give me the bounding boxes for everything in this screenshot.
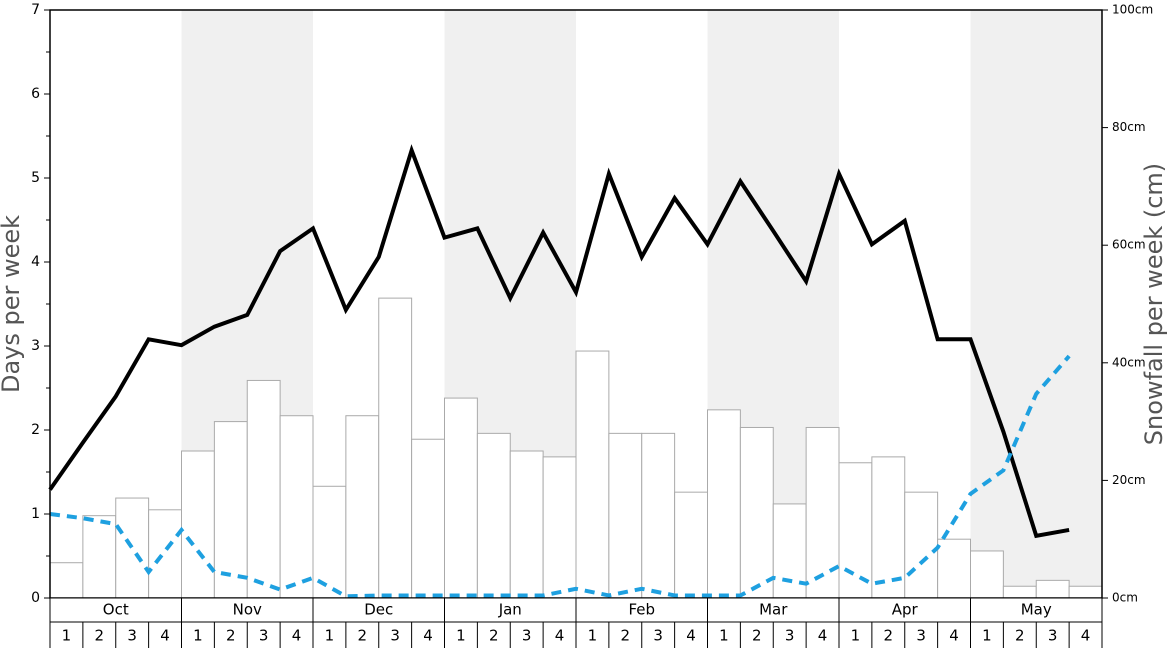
bar xyxy=(970,550,1004,599)
bar xyxy=(82,515,117,599)
y-tick-label: 2 xyxy=(31,422,40,438)
bar xyxy=(181,450,215,599)
bar xyxy=(476,432,511,599)
y-tick-label: 6 xyxy=(31,86,40,102)
bar xyxy=(1035,579,1070,599)
x-tick-label: 2 xyxy=(489,627,499,645)
bar xyxy=(1068,585,1103,599)
bar xyxy=(937,538,971,599)
y2-tick-label: 80cm xyxy=(1112,120,1146,134)
bar xyxy=(608,432,643,599)
bar xyxy=(509,450,544,599)
bar xyxy=(148,509,182,599)
x-tick-label: 3 xyxy=(785,627,795,645)
y-axis-label: Days per week xyxy=(0,215,25,393)
x-tick-label: 3 xyxy=(390,627,400,645)
y2-tick-label: 60cm xyxy=(1112,238,1146,252)
y2-tick-label: 20cm xyxy=(1112,473,1146,487)
x-tick-label: 3 xyxy=(916,627,926,645)
bar xyxy=(575,350,610,599)
y-tick-label: 3 xyxy=(31,338,40,354)
bar xyxy=(345,415,380,599)
x-tick-label: 1 xyxy=(719,627,729,645)
x-tick-label: 2 xyxy=(226,627,236,645)
x-tick-label: 1 xyxy=(851,627,861,645)
x-tick-label: 1 xyxy=(456,627,466,645)
month-label: Dec xyxy=(364,601,393,619)
bar xyxy=(805,426,840,599)
x-tick-label: 2 xyxy=(621,627,631,645)
y2-tick-label: 100cm xyxy=(1112,3,1153,17)
bar xyxy=(444,397,478,599)
x-tick-label: 4 xyxy=(1081,627,1091,645)
x-tick-label: 3 xyxy=(522,627,532,645)
x-tick-label: 1 xyxy=(193,627,203,645)
x-tick-label: 4 xyxy=(423,627,433,645)
bar xyxy=(904,491,939,599)
x-tick-label: 4 xyxy=(292,627,302,645)
bar xyxy=(213,421,248,599)
y-tick-label: 0 xyxy=(31,590,40,606)
x-tick-label: 3 xyxy=(127,627,137,645)
bar xyxy=(641,432,676,599)
x-tick-label: 2 xyxy=(358,627,368,645)
x-tick-label: 3 xyxy=(1048,627,1058,645)
bar xyxy=(1002,585,1037,599)
x-tick-label: 1 xyxy=(982,627,992,645)
x-tick-label: 4 xyxy=(818,627,828,645)
month-label: Apr xyxy=(892,601,919,619)
x-tick-label: 4 xyxy=(686,627,696,645)
y-tick-label: 7 xyxy=(31,2,40,18)
x-tick-label: 4 xyxy=(555,627,565,645)
month-shade xyxy=(970,10,1102,598)
month-label: Feb xyxy=(628,601,655,619)
bar xyxy=(674,491,708,599)
x-tick-label: 3 xyxy=(259,627,269,645)
x-tick-label: 2 xyxy=(884,627,894,645)
x-tick-label: 3 xyxy=(653,627,663,645)
x-tick-label: 2 xyxy=(1015,627,1025,645)
bar xyxy=(739,426,774,599)
line xyxy=(49,354,1071,599)
y2-tick-label: 40cm xyxy=(1112,355,1146,369)
month-label: May xyxy=(1021,601,1052,619)
month-label: Mar xyxy=(759,601,788,619)
y2-axis-label: Snowfall per week (cm) xyxy=(1140,163,1168,445)
x-tick-label: 1 xyxy=(62,627,72,645)
x-tick-label: 1 xyxy=(325,627,335,645)
x-tick-label: 2 xyxy=(95,627,105,645)
bar xyxy=(378,297,413,599)
month-label: Oct xyxy=(103,601,129,619)
y-tick-label: 4 xyxy=(31,254,40,270)
x-tick-label: 1 xyxy=(588,627,598,645)
x-tick-label: 4 xyxy=(949,627,959,645)
bar xyxy=(838,462,873,599)
bar xyxy=(542,456,577,599)
bar xyxy=(115,497,150,599)
month-label: Jan xyxy=(498,601,522,619)
y-tick-label: 1 xyxy=(31,506,40,522)
y-tick-label: 5 xyxy=(31,170,40,186)
month-label: Nov xyxy=(233,601,262,619)
x-tick-label: 4 xyxy=(160,627,170,645)
bar xyxy=(49,562,84,599)
bar xyxy=(707,409,741,599)
bar xyxy=(411,438,445,599)
bar xyxy=(246,379,281,599)
line xyxy=(48,144,1070,539)
y2-tick-label: 0cm xyxy=(1112,591,1138,605)
bar xyxy=(279,415,314,599)
x-tick-label: 2 xyxy=(752,627,762,645)
